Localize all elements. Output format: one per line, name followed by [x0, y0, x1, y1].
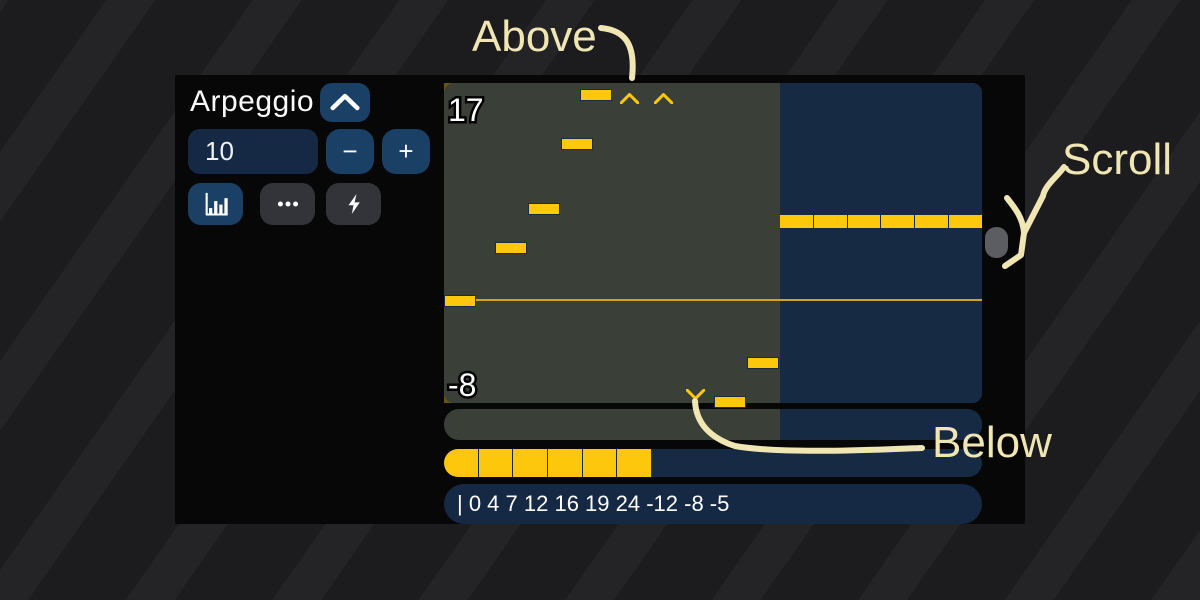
svg-text:-8: -8 — [448, 367, 476, 403]
svg-text:17: 17 — [448, 92, 484, 128]
